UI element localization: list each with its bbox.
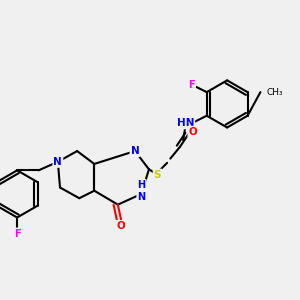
Text: HN: HN [177, 118, 194, 128]
Text: N: N [53, 157, 62, 167]
Text: O: O [188, 127, 197, 137]
Text: S: S [154, 169, 161, 180]
Text: O: O [117, 221, 125, 231]
Text: CH₃: CH₃ [267, 88, 284, 97]
Text: N: N [130, 146, 140, 156]
Text: F: F [188, 80, 195, 90]
Text: F: F [14, 229, 20, 238]
Text: H
N: H N [137, 180, 146, 202]
